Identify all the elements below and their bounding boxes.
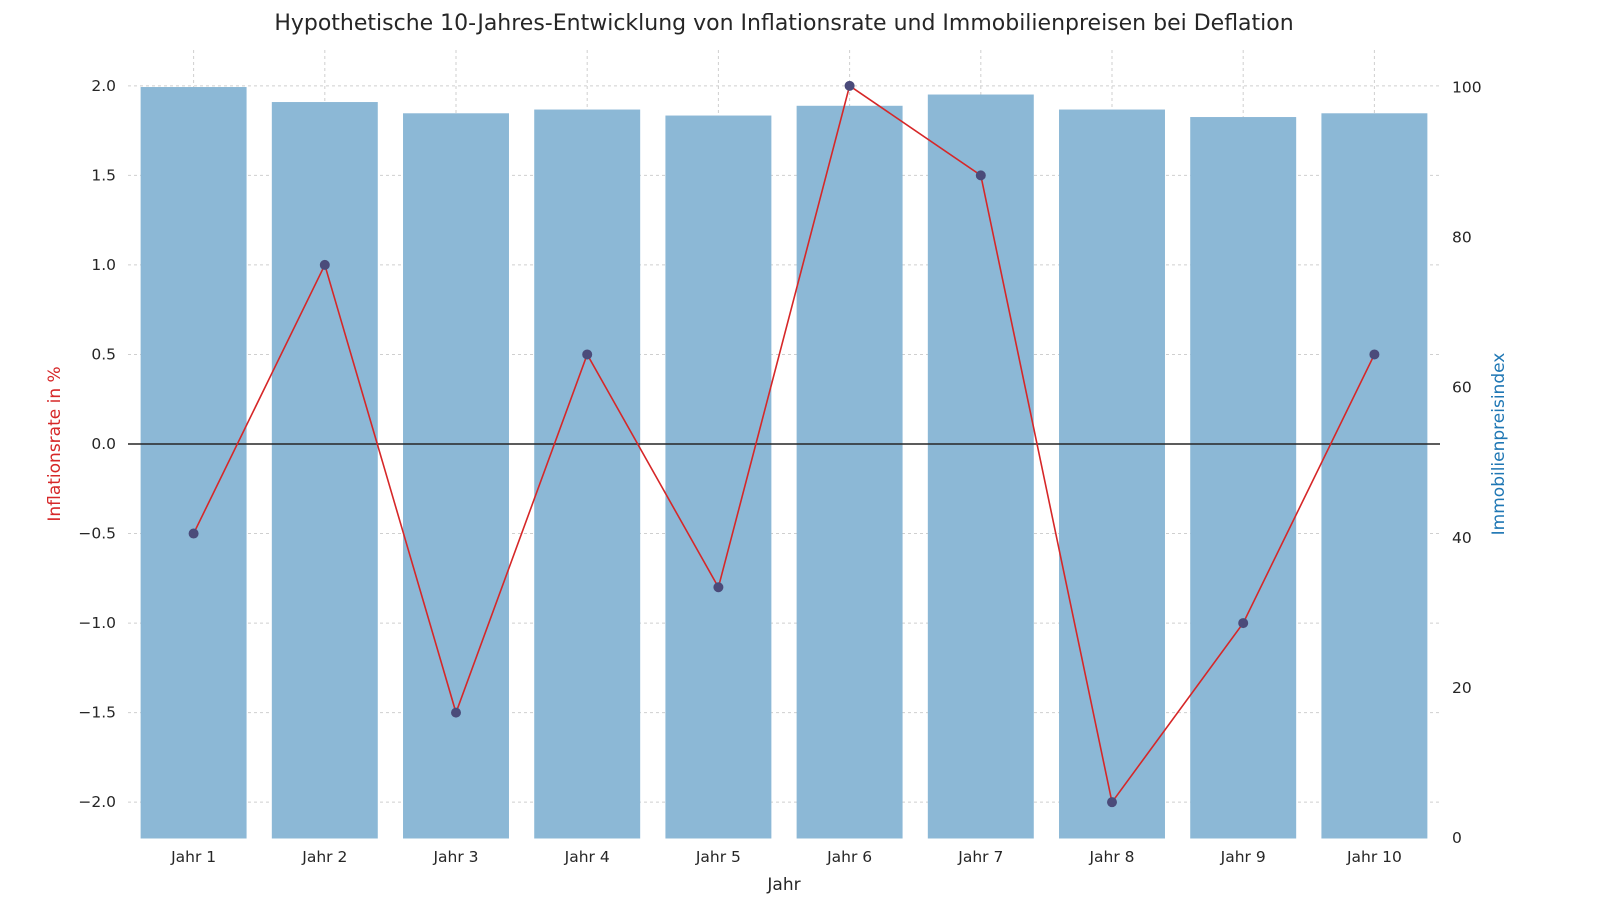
xtick-label: Jahr 8 xyxy=(1088,848,1134,866)
bar xyxy=(797,106,902,838)
bar xyxy=(272,103,377,838)
ytick-right: 80 xyxy=(1452,229,1472,247)
xtick-label: Jahr 5 xyxy=(695,848,741,866)
ytick-right: 40 xyxy=(1452,529,1472,547)
chart-container: Hypothetische 10-Jahres-Entwicklung von … xyxy=(0,0,1600,909)
ytick-left: −2.0 xyxy=(78,793,116,811)
bar xyxy=(1060,110,1165,838)
line-marker xyxy=(845,81,854,90)
ytick-left: 0.0 xyxy=(91,435,116,453)
xtick-label: Jahr 3 xyxy=(432,848,478,866)
line-marker xyxy=(714,583,723,592)
yaxis-right-title: Immobilienpreisindex xyxy=(1489,353,1509,536)
ytick-right: 60 xyxy=(1452,379,1472,397)
line-marker xyxy=(452,708,461,717)
ytick-left: −1.0 xyxy=(78,614,116,632)
ytick-left: −1.5 xyxy=(78,704,116,722)
xtick-label: Jahr 7 xyxy=(957,848,1003,866)
ytick-left: 0.5 xyxy=(91,345,116,363)
bar xyxy=(1322,114,1427,838)
xtick-label: Jahr 9 xyxy=(1220,848,1266,866)
ytick-left: 2.0 xyxy=(91,77,116,95)
line-marker xyxy=(1370,350,1379,359)
line-marker xyxy=(976,171,985,180)
ytick-left: 1.5 xyxy=(91,166,116,184)
xtick-label: Jahr 10 xyxy=(1346,848,1402,866)
xtick-label: Jahr 1 xyxy=(170,848,216,866)
bar xyxy=(141,88,246,838)
line-marker xyxy=(1239,619,1248,628)
chart-svg: Hypothetische 10-Jahres-Entwicklung von … xyxy=(0,0,1600,909)
bar xyxy=(1191,118,1296,838)
ytick-right: 100 xyxy=(1452,79,1482,97)
xaxis-title: Jahr xyxy=(766,875,800,895)
xtick-label: Jahr 2 xyxy=(301,848,347,866)
line-marker xyxy=(1108,798,1117,807)
line-marker xyxy=(189,529,198,538)
line-marker xyxy=(320,260,329,269)
line-marker xyxy=(583,350,592,359)
yaxis-left-title: Inflationsrate in % xyxy=(45,366,65,521)
ytick-right: 0 xyxy=(1452,829,1462,847)
bar xyxy=(666,116,771,838)
bar xyxy=(928,95,1033,838)
ytick-right: 20 xyxy=(1452,679,1472,697)
xtick-label: Jahr 4 xyxy=(564,848,610,866)
ytick-left: −0.5 xyxy=(78,525,116,543)
chart-title: Hypothetische 10-Jahres-Entwicklung von … xyxy=(274,11,1293,36)
bar xyxy=(535,110,640,838)
xtick-label: Jahr 6 xyxy=(826,848,872,866)
ytick-left: 1.0 xyxy=(91,256,116,274)
bar xyxy=(404,114,509,838)
